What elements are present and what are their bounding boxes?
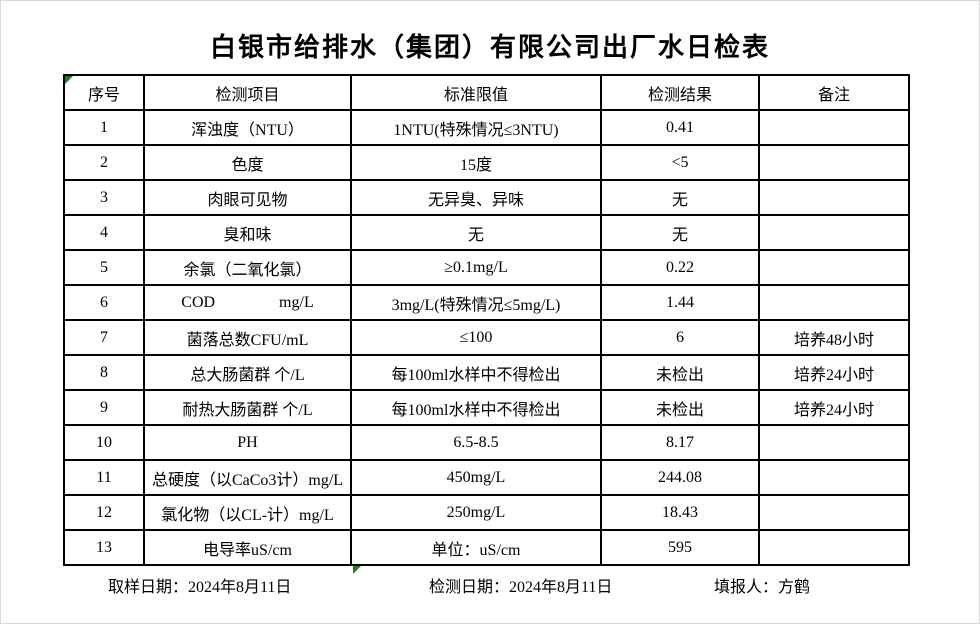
cell-item: 色度 (143, 144, 352, 181)
cell-item: PH (143, 424, 352, 461)
table-row: 13 电导率uS/cm 单位：uS/cm 595 (63, 529, 910, 566)
cell-result: 0.22 (600, 249, 760, 286)
cell-flag-icon (353, 566, 361, 574)
cell-item: 电导率uS/cm (143, 529, 352, 566)
cell-no: 4 (63, 214, 145, 251)
column-header-standard: 标准限值 (350, 74, 602, 111)
cell-standard: 无 (350, 214, 602, 251)
header-row: 序号 检测项目 标准限值 检测结果 备注 (63, 74, 910, 111)
page-title: 白银市给排水（集团）有限公司出厂水日检表 (209, 33, 770, 62)
cell-no: 6 (63, 284, 145, 321)
table-row: 1 浑浊度（NTU） 1NTU(特殊情况≤3NTU) 0.41 (63, 109, 910, 146)
table-row: 12 氯化物（以CL-计）mg/L 250mg/L 18.43 (63, 494, 910, 531)
cell-remark (758, 459, 910, 496)
cell-remark (758, 494, 910, 531)
cell-item: 耐热大肠菌群 个/L (143, 389, 352, 426)
table-row: 5 余氯（二氧化氯） ≥0.1mg/L 0.22 (63, 249, 910, 286)
cell-result: 595 (600, 529, 760, 566)
table-row: 11 总硬度（以CaCo3计）mg/L 450mg/L 244.08 (63, 459, 910, 496)
table-row: 2 色度 15度 <5 (63, 144, 910, 181)
cell-no: 1 (63, 109, 145, 146)
table-row: 9 耐热大肠菌群 个/L 每100ml水样中不得检出 未检出 培养24小时 (63, 389, 910, 426)
cell-result: 未检出 (600, 354, 760, 391)
table-row: 3 肉眼可见物 无异臭、异味无 (63, 179, 910, 216)
cell-item: 臭和味 (143, 214, 352, 251)
cell-standard: 250mg/L (350, 494, 602, 531)
cell-result: <5 (600, 144, 760, 181)
cell-no: 12 (63, 494, 145, 531)
cell-remark (758, 144, 910, 181)
cell-remark (758, 109, 910, 146)
cell-result: 244.08 (600, 459, 760, 496)
table-row: 10 PH 6.5-8.5 8.17 (63, 424, 910, 461)
cell-no: 3 (63, 179, 145, 216)
cell-no: 9 (63, 389, 145, 426)
cell-remark (758, 249, 910, 286)
cell-result: 18.43 (600, 494, 760, 531)
cell-no: 2 (63, 144, 145, 181)
cell-remark (758, 424, 910, 461)
cell-no: 10 (63, 424, 145, 461)
column-header-result: 检测结果 (600, 74, 760, 111)
cell-remark (758, 179, 910, 216)
cell-remark: 培养24小时 (758, 354, 910, 391)
table-row: 7 菌落总数CFU/mL ≤100 6 培养48小时 (63, 319, 910, 356)
cell-remark (758, 284, 910, 321)
inspection-table: 序号 检测项目 标准限值 检测结果 备注 1 浑浊度（NTU） 1NTU(特殊情况≤3NTU… (63, 74, 910, 566)
cell-item: COD mg/L (143, 284, 352, 321)
cell-result: 未检出 (600, 389, 760, 426)
cell-standard: 6.5-8.5 (350, 424, 602, 461)
cell-item: 菌落总数CFU/mL (143, 319, 352, 356)
cell-no: 13 (63, 529, 145, 566)
cell-result: 8.17 (600, 424, 760, 461)
cell-standard: 15度 (350, 144, 602, 181)
table-row: 6 COD mg/L 3mg/L(特殊情况≤5mg/L) 1.44 (63, 284, 910, 321)
cell-result: 6 (600, 319, 760, 356)
table-row: 4 臭和味无无 (63, 214, 910, 251)
cell-remark: 培养24小时 (758, 389, 910, 426)
sampling-date-text: 取样日期：2024年8月11日 (108, 579, 292, 596)
cell-standard: ≤100 (350, 319, 602, 356)
cell-standard: 单位：uS/cm (350, 529, 602, 566)
cell-no: 7 (63, 319, 145, 356)
cell-item: 总大肠菌群 个/L (143, 354, 352, 391)
cell-no: 8 (63, 354, 145, 391)
cell-standard: ≥0.1mg/L (350, 249, 602, 286)
cell-standard: 3mg/L(特殊情况≤5mg/L) (350, 284, 602, 321)
cell-standard: 1NTU(特殊情况≤3NTU) (350, 109, 602, 146)
cell-remark (758, 529, 910, 566)
cell-standard: 450mg/L (350, 459, 602, 496)
cell-standard: 每100ml水样中不得检出 (350, 389, 602, 426)
cell-item: 肉眼可见物 (143, 179, 352, 216)
cell-no: 11 (63, 459, 145, 496)
cell-result: 无 (600, 179, 760, 216)
cell-standard: 每100ml水样中不得检出 (350, 354, 602, 391)
table-body: 1 浑浊度（NTU） 1NTU(特殊情况≤3NTU) 0.41 2 色度 15度 <5 3 肉眼可… (63, 109, 910, 566)
cell-remark (758, 214, 910, 251)
cell-result: 0.41 (600, 109, 760, 146)
table-row: 8 总大肠菌群 个/L 每100ml水样中不得检出 未检出 培养24小时 (63, 354, 910, 391)
test-date-text: 检测日期：2024年8月11日 (429, 579, 613, 596)
column-header-no: 序号 (63, 74, 145, 111)
cell-item: 总硬度（以CaCo3计）mg/L (143, 459, 352, 496)
cell-remark: 培养48小时 (758, 319, 910, 356)
cell-result: 无 (600, 214, 760, 251)
cell-no: 5 (63, 249, 145, 286)
column-header-item: 检测项目 (143, 74, 352, 111)
reporter-text: 填报人：方鹤 (714, 579, 811, 596)
cell-standard: 无异臭、异味 (350, 179, 602, 216)
cell-result: 1.44 (600, 284, 760, 321)
cell-item: 余氯（二氧化氯） (143, 249, 352, 286)
cell-item: 氯化物（以CL-计）mg/L (143, 494, 352, 531)
column-header-remark: 备注 (758, 74, 910, 111)
cell-item: 浑浊度（NTU） (143, 109, 352, 146)
